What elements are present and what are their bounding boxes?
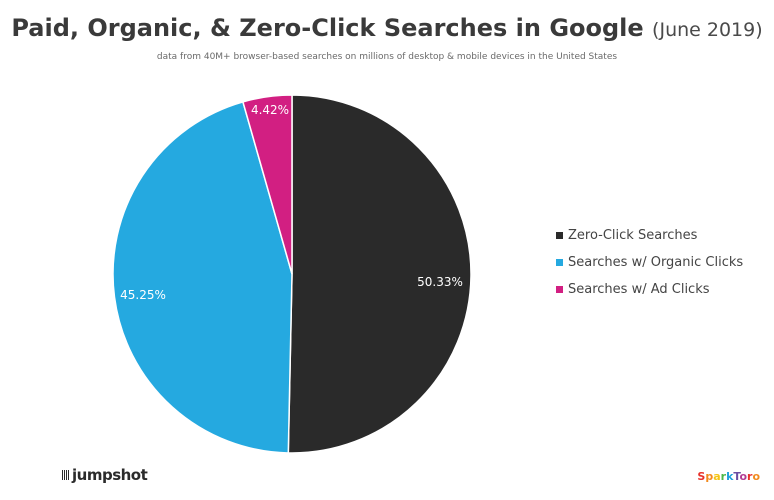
pie-slice-zero-click-searches (287, 94, 472, 454)
sparktoro-logo-letter: T (733, 470, 740, 483)
legend-swatch (556, 286, 563, 293)
sparktoro-logo-letter: p (705, 470, 714, 483)
sparktoro-logo-letter: r (747, 470, 753, 483)
sparktoro-logo-letter: o (752, 470, 760, 483)
sparktoro-logo-letter: k (726, 470, 734, 483)
jumpshot-logo: jumpshot (62, 466, 148, 484)
legend-item-zero-click-searches: Zero-Click Searches (556, 222, 743, 249)
sparktoro-logo: SparkToro (697, 470, 760, 483)
chart-title: Paid, Organic, & Zero-Click Searches in … (0, 14, 774, 42)
chart-legend: Zero-Click Searches Searches w/ Organic C… (556, 222, 743, 303)
legend-label: Zero-Click Searches (568, 228, 698, 243)
pie-slice-searches-w-ad-clicks (241, 94, 293, 275)
legend-label: Searches w/ Organic Clicks (568, 255, 744, 270)
chart-title-main: Paid, Organic, & Zero-Click Searches in … (11, 14, 644, 42)
sparktoro-logo-letter: S (697, 470, 706, 483)
jumpshot-logo-mark-icon (62, 470, 70, 480)
chart-title-date: (June 2019) (652, 19, 763, 41)
legend-swatch (556, 259, 563, 266)
sparktoro-logo-letter: o (739, 470, 747, 483)
legend-label: Searches w/ Ad Clicks (568, 282, 710, 297)
slice-label-zero-click-searches: 50.33% (417, 275, 463, 289)
jumpshot-logo-text: jumpshot (72, 466, 148, 484)
sparktoro-logo-letter: r (720, 470, 727, 483)
chart-subtitle: data from 40M+ browser-based searches on… (156, 52, 618, 62)
slice-label-searches-w-ad-clicks: 4.42% (251, 103, 289, 117)
legend-swatch (556, 232, 563, 239)
sparktoro-logo-letter: a (713, 470, 721, 483)
legend-item-searches-w-ad-clicks: Searches w/ Ad Clicks (556, 276, 743, 303)
slice-label-searches-w-organic-clicks: 45.25% (120, 288, 166, 302)
pie-slice-searches-w-organic-clicks (112, 100, 293, 454)
legend-item-searches-w-organic-clicks: Searches w/ Organic Clicks (556, 249, 743, 276)
